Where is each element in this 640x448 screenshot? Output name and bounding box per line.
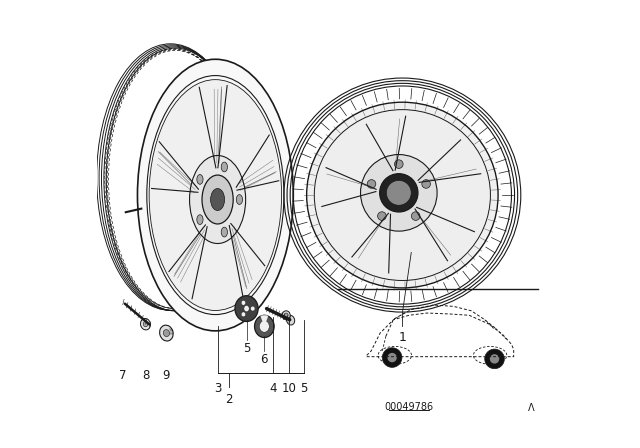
- Circle shape: [382, 348, 402, 367]
- Circle shape: [490, 355, 499, 363]
- Ellipse shape: [141, 319, 150, 330]
- Ellipse shape: [236, 194, 243, 204]
- Circle shape: [388, 353, 396, 362]
- Ellipse shape: [221, 162, 227, 172]
- Text: 10: 10: [282, 382, 296, 395]
- Ellipse shape: [202, 175, 233, 224]
- Ellipse shape: [387, 181, 412, 205]
- Text: 3: 3: [214, 382, 221, 395]
- Text: Λ: Λ: [528, 403, 535, 414]
- Text: 5: 5: [243, 342, 250, 355]
- Ellipse shape: [282, 311, 290, 320]
- Ellipse shape: [259, 321, 269, 332]
- Ellipse shape: [250, 306, 255, 311]
- Ellipse shape: [189, 155, 246, 244]
- Ellipse shape: [422, 180, 431, 188]
- Circle shape: [484, 349, 504, 369]
- Ellipse shape: [221, 227, 227, 237]
- Ellipse shape: [284, 313, 288, 318]
- Text: 2: 2: [225, 393, 232, 406]
- Ellipse shape: [255, 315, 274, 337]
- Text: 9: 9: [163, 369, 170, 382]
- Text: 7: 7: [119, 369, 127, 382]
- Ellipse shape: [159, 325, 173, 341]
- Ellipse shape: [394, 160, 403, 168]
- Ellipse shape: [235, 296, 258, 322]
- Text: 8: 8: [142, 369, 149, 382]
- Text: 4: 4: [269, 382, 277, 395]
- Ellipse shape: [241, 300, 246, 305]
- Text: 00049786: 00049786: [385, 401, 434, 412]
- Ellipse shape: [360, 155, 437, 231]
- Ellipse shape: [197, 175, 203, 184]
- Ellipse shape: [197, 215, 203, 224]
- Text: 1: 1: [399, 331, 406, 344]
- Text: 6: 6: [260, 353, 268, 366]
- Ellipse shape: [211, 189, 225, 211]
- Ellipse shape: [163, 330, 170, 336]
- Ellipse shape: [287, 315, 294, 325]
- Ellipse shape: [380, 174, 418, 212]
- Wedge shape: [260, 315, 268, 327]
- Ellipse shape: [314, 110, 490, 280]
- Ellipse shape: [143, 322, 148, 327]
- Ellipse shape: [367, 180, 376, 188]
- Ellipse shape: [244, 306, 249, 312]
- Ellipse shape: [149, 80, 282, 310]
- Ellipse shape: [241, 312, 246, 317]
- Ellipse shape: [307, 102, 498, 288]
- Ellipse shape: [138, 59, 293, 331]
- Ellipse shape: [378, 212, 386, 220]
- Ellipse shape: [412, 212, 420, 220]
- Text: 5: 5: [300, 382, 307, 395]
